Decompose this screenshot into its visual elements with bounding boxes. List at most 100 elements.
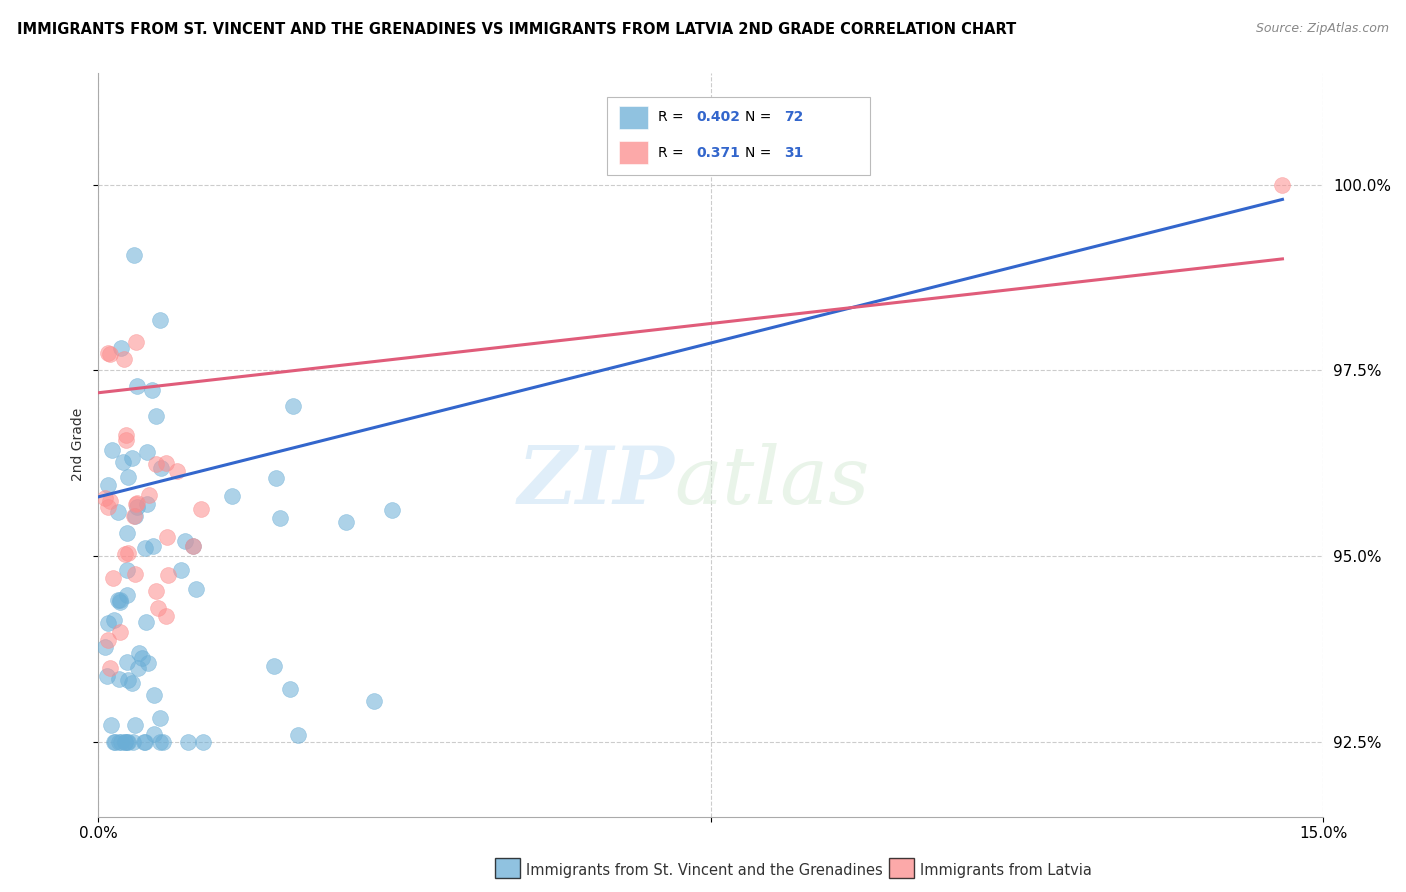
Point	[108, 595, 131, 609]
Point	[117, 525, 139, 540]
Point	[117, 546, 139, 560]
Point	[145, 409, 167, 423]
Point	[176, 735, 198, 749]
Text: 31: 31	[785, 145, 804, 160]
Point	[98, 661, 121, 675]
Point	[114, 547, 136, 561]
Point	[134, 735, 156, 749]
Text: 0.402: 0.402	[696, 110, 740, 124]
Point	[131, 650, 153, 665]
Point	[264, 471, 287, 485]
Point	[145, 584, 167, 599]
Point	[115, 656, 138, 670]
Bar	[619, 106, 648, 128]
Point	[107, 593, 129, 607]
Point	[183, 539, 205, 553]
Text: 72: 72	[785, 110, 804, 124]
Point	[135, 497, 157, 511]
Point	[155, 608, 177, 623]
Point	[103, 571, 125, 585]
Point	[94, 491, 117, 505]
Point	[127, 660, 149, 674]
Point	[184, 582, 207, 596]
Point	[96, 669, 118, 683]
Point	[107, 505, 129, 519]
Text: IMMIGRANTS FROM ST. VINCENT AND THE GRENADINES VS IMMIGRANTS FROM LATVIA 2ND GRA: IMMIGRANTS FROM ST. VINCENT AND THE GREN…	[17, 22, 1017, 37]
Point	[110, 341, 132, 355]
Bar	[607, 96, 870, 175]
Point	[148, 601, 170, 615]
Point	[181, 540, 204, 554]
Text: ZIP: ZIP	[517, 443, 673, 521]
Point	[152, 735, 174, 749]
Point	[335, 515, 357, 529]
Point	[94, 640, 117, 654]
Point	[125, 497, 148, 511]
Point	[121, 450, 143, 465]
Point	[114, 735, 136, 749]
Point	[166, 464, 188, 478]
Point	[125, 496, 148, 510]
Point	[142, 539, 165, 553]
Text: Immigrants from St. Vincent and the Grenadines: Immigrants from St. Vincent and the Gren…	[526, 863, 883, 878]
Point	[136, 445, 159, 459]
Point	[110, 735, 132, 749]
Point	[103, 735, 125, 749]
Point	[122, 247, 145, 261]
Point	[124, 335, 146, 350]
Point	[100, 442, 122, 457]
Point	[381, 503, 404, 517]
Point	[111, 455, 134, 469]
Point	[115, 735, 138, 749]
Point	[135, 615, 157, 629]
Point	[149, 735, 172, 749]
Point	[190, 501, 212, 516]
Point	[121, 675, 143, 690]
Point	[117, 563, 139, 577]
Point	[141, 383, 163, 397]
Point	[156, 530, 179, 544]
Point	[114, 735, 136, 749]
Point	[107, 735, 129, 749]
Point	[278, 681, 301, 696]
Text: atlas: atlas	[673, 443, 869, 521]
Point	[138, 488, 160, 502]
Point	[108, 593, 131, 607]
Point	[155, 456, 177, 470]
Point	[115, 428, 138, 442]
Point	[269, 511, 291, 525]
Point	[174, 534, 197, 549]
Point	[281, 399, 304, 413]
Bar	[619, 142, 648, 164]
Point	[112, 351, 135, 366]
Point	[100, 347, 122, 361]
Text: R =: R =	[658, 145, 688, 160]
Point	[124, 718, 146, 732]
Point	[221, 489, 243, 503]
Text: 0.371: 0.371	[696, 145, 740, 160]
Point	[170, 563, 193, 577]
Point	[103, 613, 125, 627]
Point	[98, 494, 121, 508]
Text: R =: R =	[658, 110, 688, 124]
Point	[149, 313, 172, 327]
Point	[117, 470, 139, 484]
Point	[125, 379, 148, 393]
Text: Immigrants from Latvia: Immigrants from Latvia	[920, 863, 1091, 878]
Point	[97, 478, 120, 492]
Point	[108, 625, 131, 640]
Point	[97, 500, 120, 514]
Point	[157, 567, 180, 582]
Point	[115, 588, 138, 602]
Point	[149, 711, 172, 725]
Point	[108, 672, 131, 686]
Point	[124, 508, 146, 523]
Point	[104, 735, 127, 749]
Point	[142, 688, 165, 702]
Point	[97, 346, 120, 360]
Point	[115, 433, 138, 447]
Point	[122, 735, 145, 749]
Point	[97, 616, 120, 631]
Point	[117, 735, 139, 749]
Text: N =: N =	[745, 110, 772, 124]
